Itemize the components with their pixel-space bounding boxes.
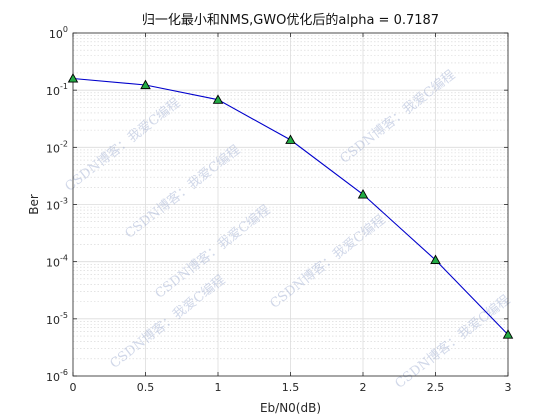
data-point-marker	[140, 79, 151, 90]
x-tick-label: 1	[215, 381, 222, 394]
y-axis-label: Ber	[27, 194, 41, 215]
x-axis-label: Eb/N0(dB)	[260, 401, 321, 415]
x-tick-label: 3	[505, 381, 512, 394]
data-point-marker	[502, 329, 514, 339]
data-point-marker	[430, 254, 441, 265]
y-tick-label: 10-1	[46, 82, 68, 98]
y-tick-labels: 100 10-1 10-2 10-3 10-4 10-5 10-6	[46, 25, 68, 384]
x-tick-label: 0.5	[137, 381, 155, 394]
series-layer	[67, 73, 514, 339]
y-tick-label: 10-6	[46, 368, 68, 384]
y-tick-label: 100	[49, 25, 68, 41]
x-tick-label: 0	[70, 381, 77, 394]
x-tick-label: 2.5	[427, 381, 445, 394]
data-point-marker	[285, 134, 296, 144]
grid	[72, 32, 509, 377]
x-tick-label: 2	[360, 381, 367, 394]
data-point-marker	[212, 94, 224, 104]
y-tick-label: 10-2	[46, 139, 68, 155]
y-tick-label: 10-4	[46, 254, 68, 270]
chart-title: 归一化最小和NMS,GWO优化后的alpha = 0.7187	[142, 12, 439, 28]
y-tick-label: 10-5	[46, 311, 68, 327]
x-tick-label: 1.5	[282, 381, 300, 394]
x-tick-labels: 0 0.5 1 1.5 2 2.5 3	[70, 381, 512, 394]
y-tick-label: 10-3	[46, 197, 68, 213]
tick-marks	[72, 32, 509, 377]
data-point-marker	[67, 73, 79, 83]
data-point-marker	[357, 189, 369, 199]
